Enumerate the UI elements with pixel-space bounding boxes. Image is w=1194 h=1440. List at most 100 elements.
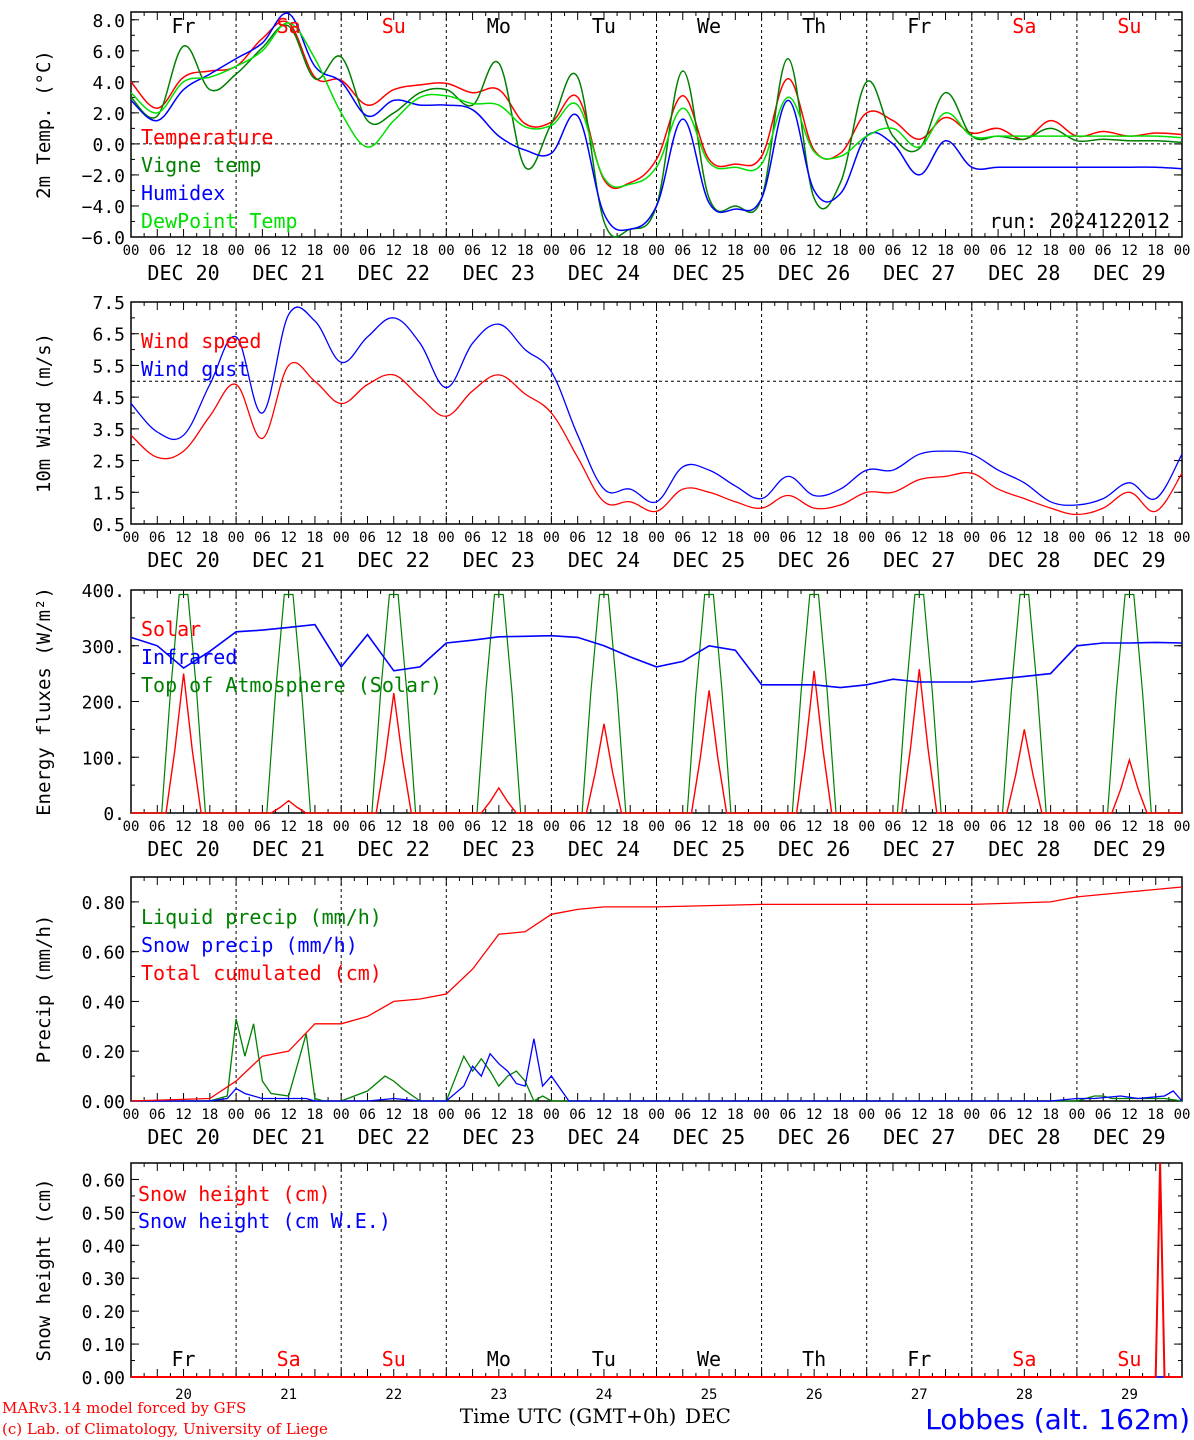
hour-tick-label: 12	[490, 819, 507, 835]
y-tick-label: 0.60	[82, 1170, 125, 1191]
hour-tick-label: 12	[490, 243, 507, 259]
y-tick-label: 5.5	[92, 356, 125, 377]
hour-tick-label: 06	[990, 1107, 1007, 1123]
hour-tick-label: 12	[1121, 243, 1138, 259]
hour-tick-label: 18	[1147, 243, 1164, 259]
panel-snow: 0.00 0.10 0.20 0.30 0.40 0.50 0.60 Snow height …	[33, 1162, 1183, 1428]
hour-tick-label: 06	[990, 243, 1007, 259]
hour-tick-label: 00	[228, 819, 245, 835]
hour-tick-label: 00	[1068, 243, 1085, 259]
y-tick-label: 0.5	[92, 515, 125, 536]
hour-tick-label: 06	[1095, 530, 1112, 546]
legend-entry: Snow precip (mm/h)	[141, 933, 358, 957]
y-tick-label: 100.	[82, 748, 125, 769]
hour-tick-label: 12	[596, 243, 613, 259]
hour-tick-label: 00	[228, 1107, 245, 1123]
footer: MARv3.14 model forced by GFS (c) Lab. of …	[2, 1399, 1190, 1438]
hour-tick-label: 00	[333, 1107, 350, 1123]
day-name: Mo	[487, 1347, 511, 1371]
x-axis-title: Time UTC (GMT+0h)	[460, 1404, 677, 1428]
y-tick-label: −4.0	[82, 197, 125, 218]
day-number: 21	[280, 1387, 297, 1403]
hour-tick-label: 06	[569, 243, 586, 259]
hour-tick-label: 06	[359, 243, 376, 259]
hour-tick-label: 12	[385, 243, 402, 259]
series-line-snow-height	[131, 1162, 1182, 1378]
hour-tick-label: 18	[517, 243, 534, 259]
hour-tick-label: 12	[280, 1107, 297, 1123]
day-name: Th	[802, 14, 826, 38]
hour-tick-label: 18	[201, 1107, 218, 1123]
hour-tick-label: 06	[254, 1107, 271, 1123]
hour-tick-label: 06	[990, 530, 1007, 546]
y-axis-label: 10m Wind (m/s)	[33, 333, 55, 493]
hour-tick-label: 18	[727, 530, 744, 546]
hour-tick-label: 06	[1095, 1107, 1112, 1123]
hour-tick-label: 00	[648, 819, 665, 835]
day-name: Sa	[1012, 14, 1036, 38]
day-number: 24	[596, 1387, 613, 1403]
date-label: DEC 21	[253, 548, 325, 572]
day-name: Tu	[592, 1347, 616, 1371]
hour-tick-label: 12	[911, 243, 928, 259]
date-label: DEC 23	[463, 548, 535, 572]
legend-entry: Snow height (cm)	[138, 1182, 331, 1206]
hour-tick-label: 06	[464, 1107, 481, 1123]
hour-tick-label: 12	[1016, 243, 1033, 259]
hour-tick-label: 00	[1174, 1107, 1191, 1123]
y-tick-label: 0.40	[82, 992, 125, 1013]
y-tick-label: 4.5	[92, 388, 125, 409]
hour-tick-label: 12	[385, 1107, 402, 1123]
hour-tick-label: 06	[779, 530, 796, 546]
legend-entry: Liquid precip (mm/h)	[141, 905, 382, 929]
hour-tick-label: 00	[228, 530, 245, 546]
series-line-snow-precip-mm-h-	[131, 1038, 1183, 1102]
hour-tick-label: 12	[806, 1107, 823, 1123]
hour-tick-label: 06	[1095, 819, 1112, 835]
legend-entry: Humidex	[141, 181, 225, 205]
y-tick-label: 0.50	[82, 1203, 125, 1224]
legend-entry: Total cumulated (cm)	[141, 961, 382, 985]
hour-tick-label: 00	[438, 819, 455, 835]
date-label: DEC 29	[1093, 1125, 1165, 1149]
hour-tick-label: 00	[963, 530, 980, 546]
station-label: Lobbes (alt. 162m)	[925, 1403, 1190, 1436]
series-line-humidex	[130, 12, 1183, 232]
day-name: Sa	[1012, 1347, 1036, 1371]
hour-tick-label: 18	[201, 530, 218, 546]
hour-tick-label: 18	[412, 819, 429, 835]
hour-tick-label: 00	[438, 530, 455, 546]
hour-tick-label: 00	[1068, 1107, 1085, 1123]
hour-tick-label: 18	[832, 819, 849, 835]
hour-tick-label: 12	[806, 819, 823, 835]
y-tick-label: 3.5	[92, 420, 125, 441]
series-line-wind-speed	[130, 361, 1183, 516]
hour-tick-label: 12	[1016, 1107, 1033, 1123]
panel-precip: 0.00 0.20 0.40 0.60 0.80 Precip (mm/h) 00 06 12 1…	[33, 876, 1191, 1149]
y-tick-label: 4.0	[92, 73, 125, 94]
hour-tick-label: 18	[622, 1107, 639, 1123]
legend-entry: Solar	[141, 617, 201, 641]
hour-tick-label: 12	[175, 530, 192, 546]
plot-frame	[130, 11, 1183, 238]
hour-tick-label: 12	[806, 243, 823, 259]
month-label: DEC	[685, 1404, 731, 1428]
hour-tick-label: 12	[911, 819, 928, 835]
hour-tick-label: 12	[1016, 819, 1033, 835]
hour-tick-label: 00	[438, 1107, 455, 1123]
hour-tick-label: 06	[990, 819, 1007, 835]
date-label: DEC 28	[988, 548, 1060, 572]
hour-tick-label: 00	[753, 819, 770, 835]
date-label: DEC 23	[463, 837, 535, 861]
date-label: DEC 21	[253, 261, 325, 285]
date-label: DEC 27	[883, 548, 955, 572]
hour-tick-label: 18	[622, 819, 639, 835]
y-tick-label: 0.00	[82, 1092, 125, 1113]
day-number: 29	[1121, 1387, 1138, 1403]
hour-tick-label: 18	[937, 1107, 954, 1123]
day-name: Fr	[907, 1347, 931, 1371]
hour-tick-label: 12	[385, 819, 402, 835]
hour-tick-label: 00	[963, 1107, 980, 1123]
hour-tick-label: 06	[359, 530, 376, 546]
hour-tick-label: 06	[359, 819, 376, 835]
